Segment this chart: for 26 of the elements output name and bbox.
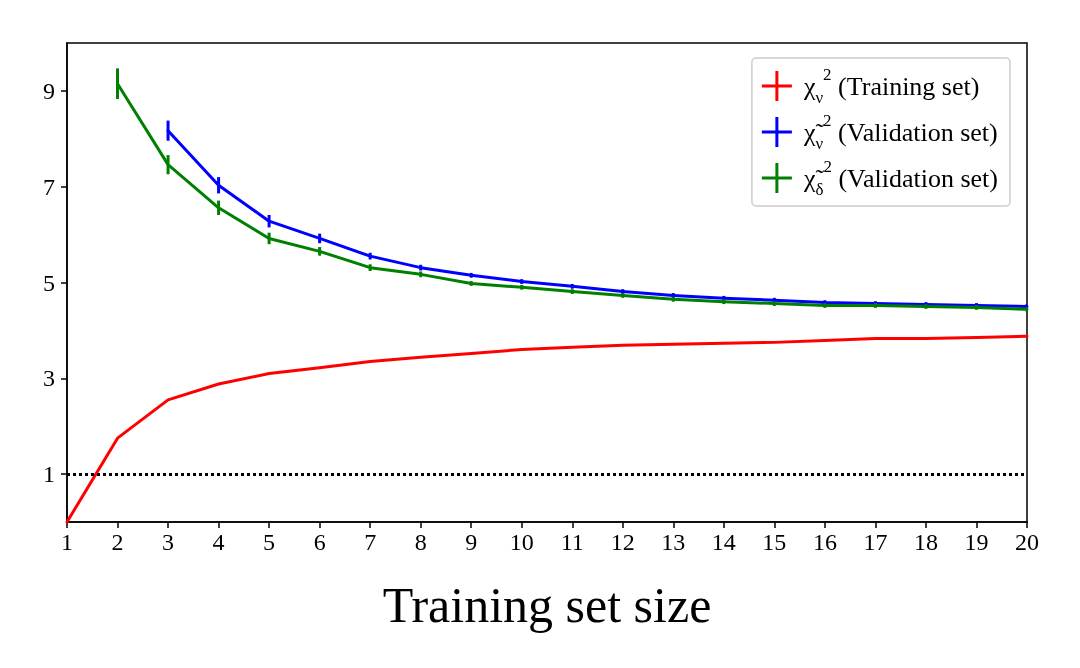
x-tick-label: 20 xyxy=(1015,529,1039,555)
x-tick-label: 3 xyxy=(162,529,175,555)
x-tick-label: 9 xyxy=(465,529,478,555)
x-tick-label: 12 xyxy=(610,529,635,555)
x-tick-label: 10 xyxy=(509,529,534,555)
x-tick-label: 11 xyxy=(560,529,584,555)
x-tick-label: 4 xyxy=(212,529,225,555)
y-tick-label: 3 xyxy=(43,365,55,392)
x-tick-label: 8 xyxy=(414,529,427,555)
y-tick-label: 5 xyxy=(43,269,55,296)
x-tick-label: 7 xyxy=(364,529,377,555)
x-tick-label: 1 xyxy=(61,529,73,555)
x-tick-label: 6 xyxy=(313,529,326,555)
x-tick-label: 2 xyxy=(111,529,124,555)
x-tick-label: 16 xyxy=(812,529,837,555)
x-tick-label: 17 xyxy=(863,529,888,555)
x-tick-label: 14 xyxy=(711,529,736,555)
x-tick-label: 19 xyxy=(964,529,989,555)
y-tick-label: 1 xyxy=(43,461,55,488)
x-tick-label: 5 xyxy=(263,529,276,555)
y-tick-label: 7 xyxy=(43,173,55,200)
y-tick-label: 9 xyxy=(43,77,55,104)
x-tick-label: 18 xyxy=(913,529,938,555)
x-axis-title: Training set size xyxy=(382,577,712,633)
x-tick-label: 13 xyxy=(661,529,686,555)
x-tick-label: 15 xyxy=(762,529,787,555)
